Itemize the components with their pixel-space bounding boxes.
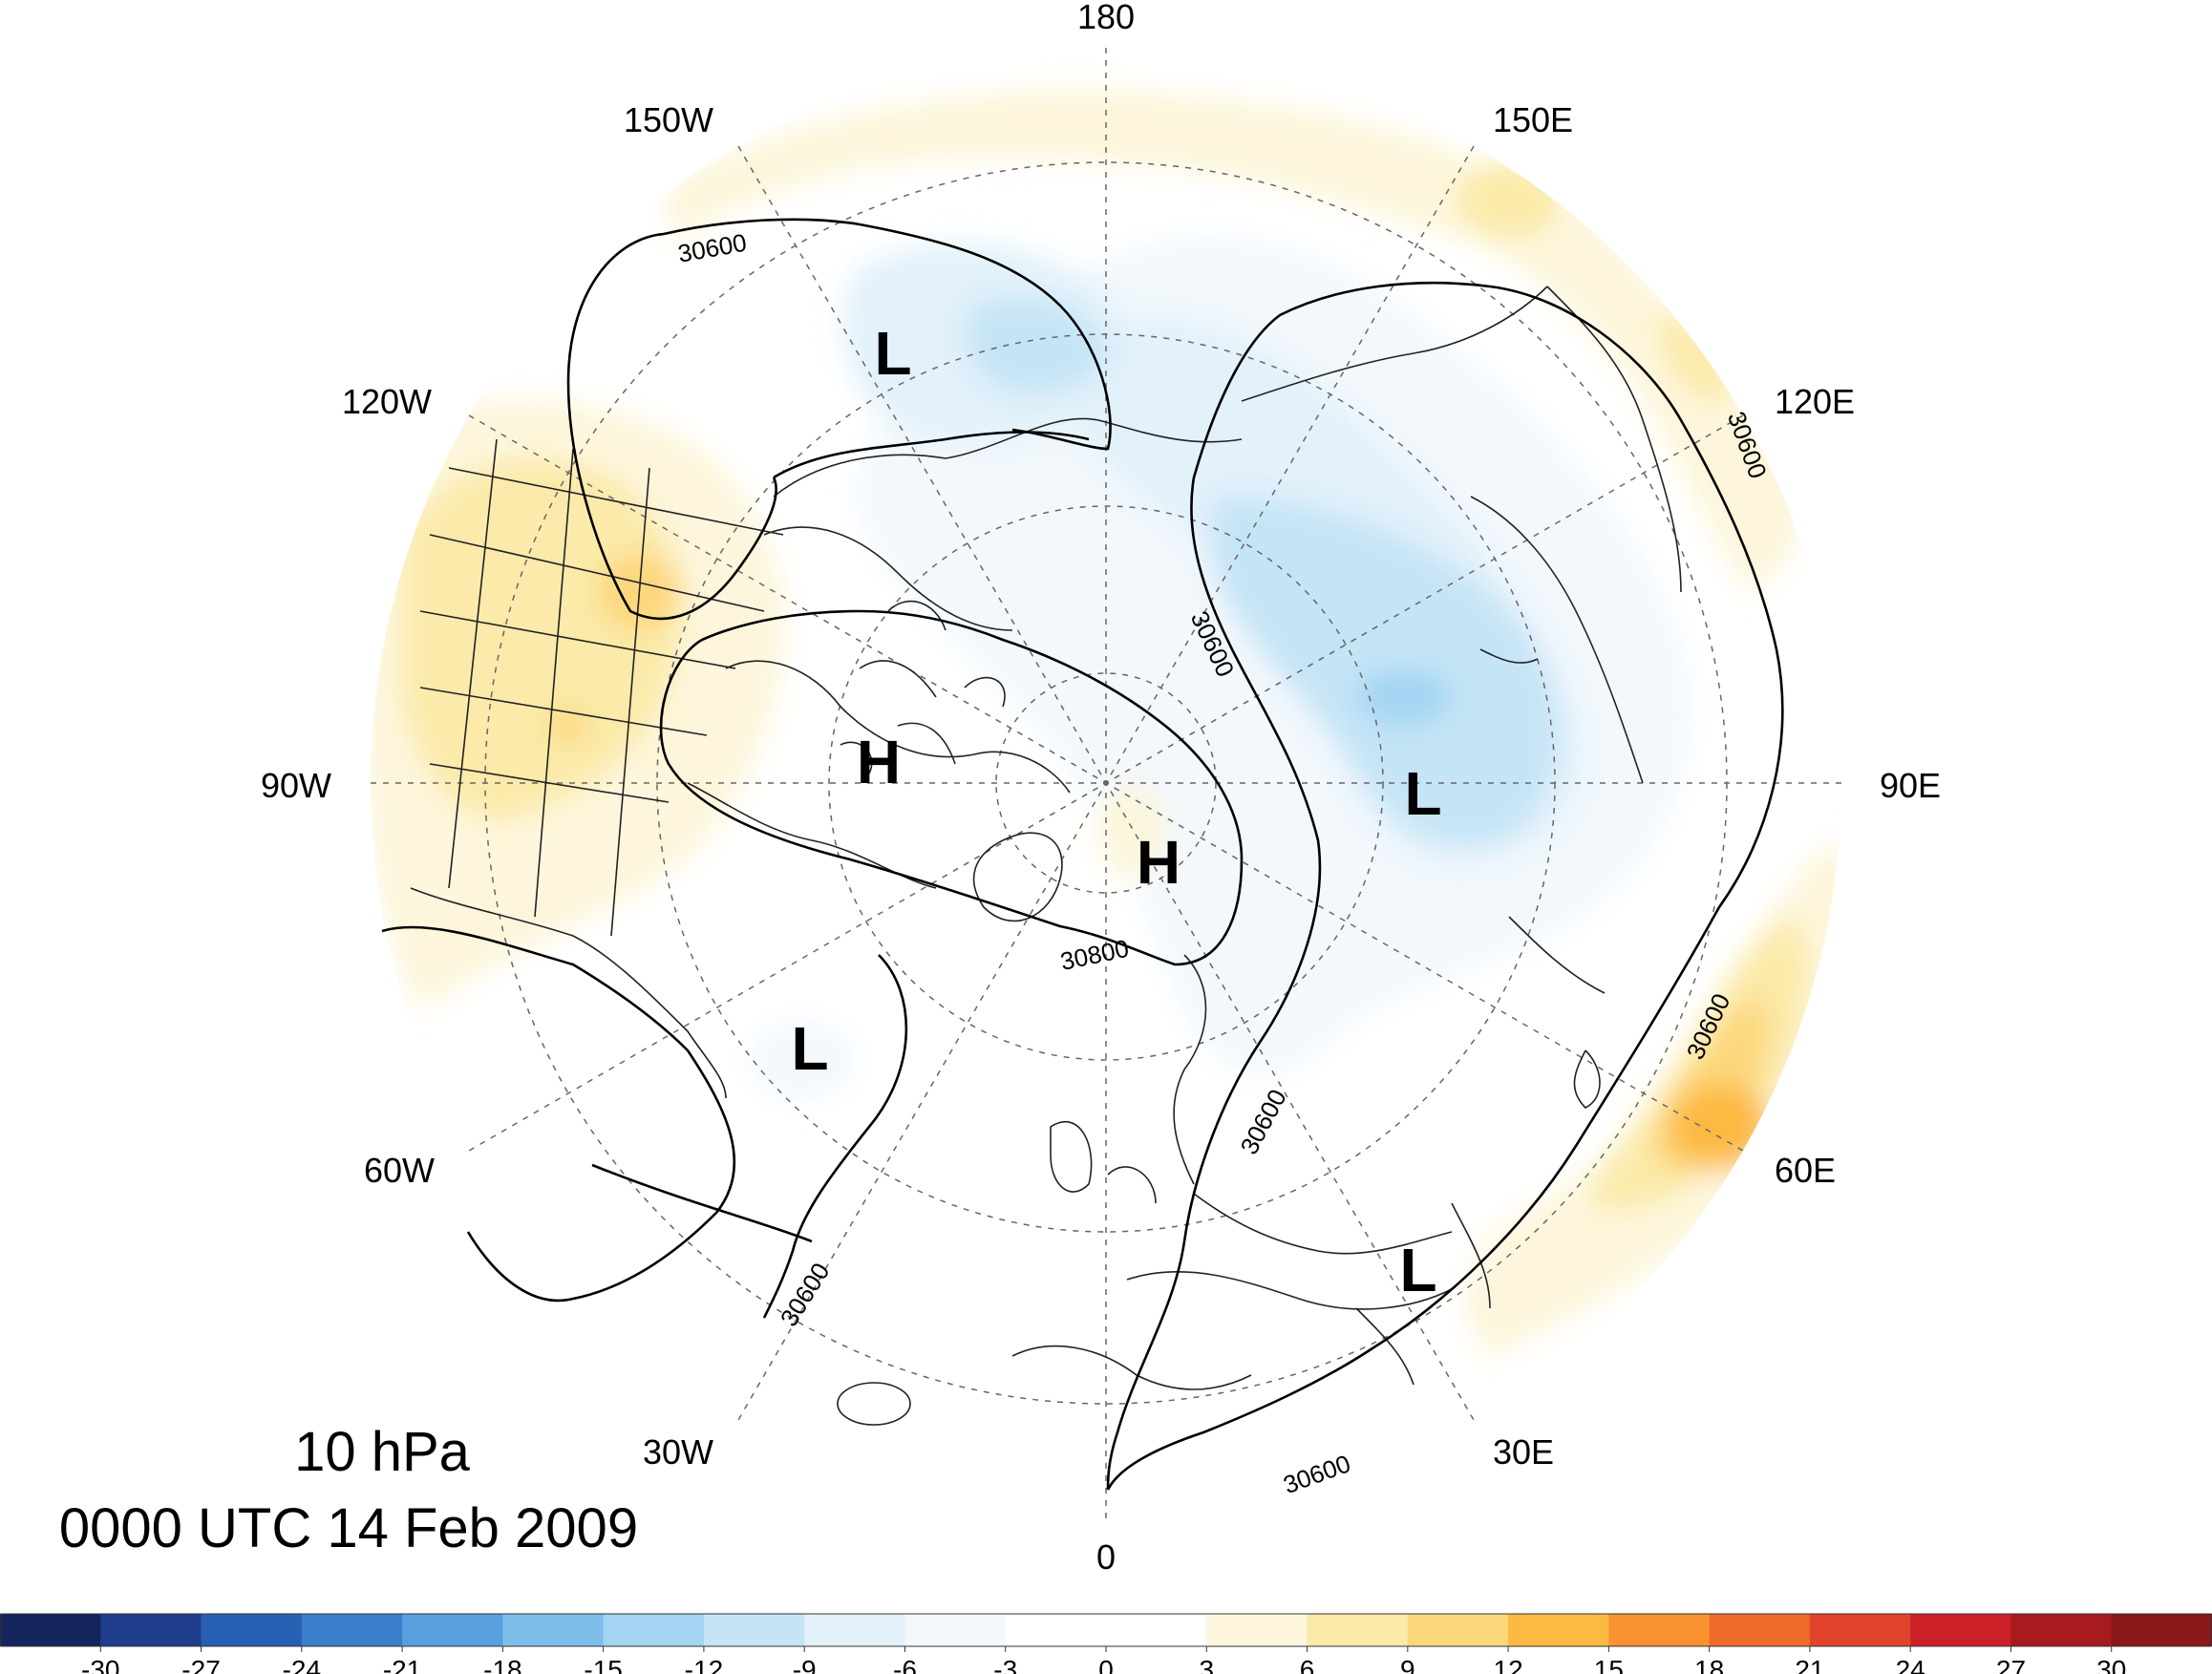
longitude-label: 150W xyxy=(624,100,713,139)
anomaly-shading xyxy=(371,48,1841,1518)
height-contours xyxy=(381,218,1784,1491)
colorbar-swatch xyxy=(2111,1614,2212,1646)
colorbar-tick-label: -15 xyxy=(584,1655,622,1674)
colorbar-tick-label: -30 xyxy=(81,1655,119,1674)
pressure-centers: L L L L H H xyxy=(791,319,1441,1304)
high-center-arctic-canada: H xyxy=(857,728,901,796)
map-title: 10 hPa 0000 UTC 14 Feb 2009 xyxy=(59,1421,638,1559)
colorbar-swatch xyxy=(1608,1614,1711,1646)
colorbar-tick-label: -9 xyxy=(793,1655,817,1674)
valid-time-title: 0000 UTC 14 Feb 2009 xyxy=(59,1497,638,1559)
colorbar-swatch xyxy=(603,1614,705,1646)
colorbar-tick-label: 18 xyxy=(1694,1655,1724,1674)
coastlines xyxy=(410,286,1682,1426)
colorbar: -30 -27 -24 -21 -18 -15 -12 -9 -6 -3 0 3 6 9 12 15 18 21 2… xyxy=(0,1613,2212,1674)
colorbar-swatch xyxy=(0,1614,101,1646)
colorbar-swatch xyxy=(1106,1614,1207,1646)
colorbar-swatch xyxy=(1005,1614,1107,1646)
colorbar-swatch xyxy=(100,1614,202,1646)
colorbar-swatch xyxy=(703,1614,805,1646)
meridian-grid xyxy=(371,48,1841,1518)
longitude-label: 90W xyxy=(261,766,331,805)
low-center-pacific: L xyxy=(874,319,911,388)
colorbar-swatch xyxy=(1709,1614,1811,1646)
colorbar-tick-label: 24 xyxy=(1896,1655,1925,1674)
high-center-greenland: H xyxy=(1137,828,1180,897)
colorbar-tick-label: -6 xyxy=(893,1655,917,1674)
colorbar-tick-label: -18 xyxy=(483,1655,521,1674)
colorbar-tick-label: -27 xyxy=(181,1655,220,1674)
colorbar-tick-label: 15 xyxy=(1594,1655,1624,1674)
longitude-label: 30E xyxy=(1493,1432,1554,1472)
colorbar-swatch xyxy=(804,1614,905,1646)
longitude-label: 30W xyxy=(643,1432,713,1472)
longitude-label: 90E xyxy=(1880,766,1941,805)
colorbar-tick-label: -3 xyxy=(993,1655,1017,1674)
longitude-label: 120W xyxy=(342,382,432,421)
longitude-label: 180 xyxy=(1077,0,1135,36)
colorbar-tick-label: 3 xyxy=(1199,1655,1214,1674)
colorbar-tick-label: -21 xyxy=(383,1655,421,1674)
colorbar-tick-label: 12 xyxy=(1494,1655,1523,1674)
colorbar-swatch xyxy=(1307,1614,1409,1646)
colorbar-swatch xyxy=(1206,1614,1308,1646)
colorbar-tick-label: -24 xyxy=(283,1655,321,1674)
colorbar-tick-label: 21 xyxy=(1795,1655,1824,1674)
colorbar-tick-label: 9 xyxy=(1400,1655,1415,1674)
colorbar-swatch xyxy=(1508,1614,1609,1646)
colorbar-swatch xyxy=(1407,1614,1509,1646)
longitude-label: 60E xyxy=(1775,1151,1836,1190)
pressure-level-title: 10 hPa xyxy=(294,1421,471,1483)
colorbar-swatch xyxy=(402,1614,503,1646)
colorbar-swatch xyxy=(2010,1614,2113,1646)
colorbar-swatch xyxy=(1910,1614,2011,1646)
longitude-label: 120E xyxy=(1775,382,1855,421)
colorbar-swatch xyxy=(502,1614,605,1646)
longitude-label: 60W xyxy=(364,1151,435,1190)
colorbar-swatch xyxy=(904,1614,1007,1646)
colorbar-tick-label: -12 xyxy=(685,1655,723,1674)
low-center-black-sea: L xyxy=(1399,1236,1436,1304)
colorbar-tick-label: 30 xyxy=(2096,1655,2126,1674)
longitude-label: 150E xyxy=(1493,100,1573,139)
longitude-labels: 180 150E 120E 90E 60E 30E 0 30W 60W 90W … xyxy=(261,0,1941,1577)
colorbar-swatch xyxy=(201,1614,303,1646)
colorbar-tick-label: 27 xyxy=(1996,1655,2026,1674)
low-center-atlantic: L xyxy=(791,1014,828,1083)
colorbar-tick-label: 0 xyxy=(1098,1655,1114,1674)
low-center-siberia: L xyxy=(1404,759,1441,828)
colorbar-swatch xyxy=(1809,1614,1911,1646)
longitude-label: 0 xyxy=(1096,1537,1116,1577)
colorbar-tick-label: 6 xyxy=(1300,1655,1315,1674)
colorbar-swatch xyxy=(301,1614,403,1646)
